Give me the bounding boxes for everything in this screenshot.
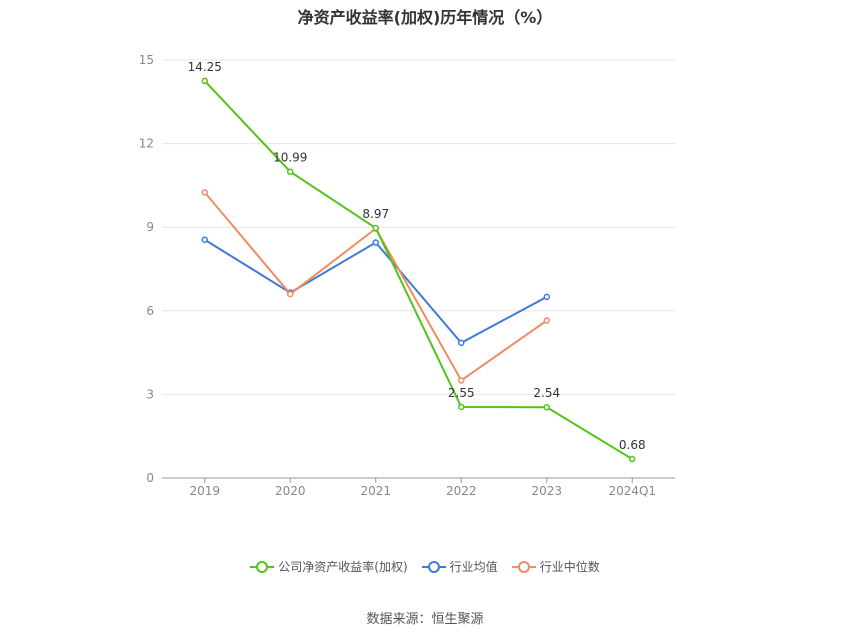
- x-tick-label: 2020: [275, 484, 306, 498]
- legend-marker-icon: [421, 560, 446, 573]
- data-label: 2.54: [533, 386, 560, 400]
- y-tick-label: 9: [146, 220, 154, 234]
- legend-label: 行业中位数: [539, 560, 600, 574]
- legend-item[interactable]: 行业中位数: [511, 558, 600, 575]
- data-label: 10.99: [273, 151, 307, 165]
- data-point: [458, 377, 465, 384]
- y-tick-label: 12: [139, 137, 154, 151]
- data-point: [201, 189, 208, 196]
- x-tick-label: 2022: [446, 484, 477, 498]
- data-label: 14.25: [188, 60, 222, 74]
- legend-label: 公司净资产收益率(加权): [278, 560, 408, 574]
- data-point: [287, 168, 294, 175]
- data-label: 8.97: [362, 207, 389, 221]
- data-point: [543, 317, 550, 324]
- series-line: [204, 238, 548, 345]
- y-tick-label: 0: [146, 471, 154, 485]
- legend-marker-icon: [250, 560, 275, 573]
- x-tick-label: 2019: [189, 484, 220, 498]
- data-point: [543, 293, 550, 301]
- series-line: [204, 80, 633, 460]
- data-source: 数据来源：恒生聚源: [366, 612, 484, 627]
- x-tick-label: 2023: [531, 484, 562, 498]
- data-label: 2.55: [448, 386, 475, 400]
- legend-marker-icon: [511, 560, 536, 573]
- data-label: 0.68: [619, 438, 646, 452]
- legend-item[interactable]: 公司净资产收益率(加权): [250, 558, 408, 575]
- data-point: [372, 239, 379, 246]
- y-tick-label: 6: [146, 304, 154, 318]
- data-point: [629, 455, 636, 463]
- data-point: [287, 290, 294, 298]
- data-point: [458, 339, 465, 347]
- data-point: [372, 224, 379, 232]
- data-point: [458, 403, 465, 411]
- legend-label: 行业均值: [449, 560, 498, 574]
- legend: 公司净资产收益率(加权) 行业均值 行业中位数: [0, 558, 850, 575]
- chart-title: 净资产收益率(加权)历年情况（%）: [297, 8, 553, 27]
- data-point: [543, 403, 550, 411]
- y-tick-label: 15: [139, 53, 154, 67]
- x-tick-label: 2024Q1: [608, 484, 656, 498]
- data-point: [201, 236, 208, 243]
- x-tick-label: 2021: [360, 484, 391, 498]
- legend-item[interactable]: 行业均值: [421, 558, 498, 575]
- y-tick-label: 3: [146, 387, 154, 401]
- data-point: [201, 77, 208, 85]
